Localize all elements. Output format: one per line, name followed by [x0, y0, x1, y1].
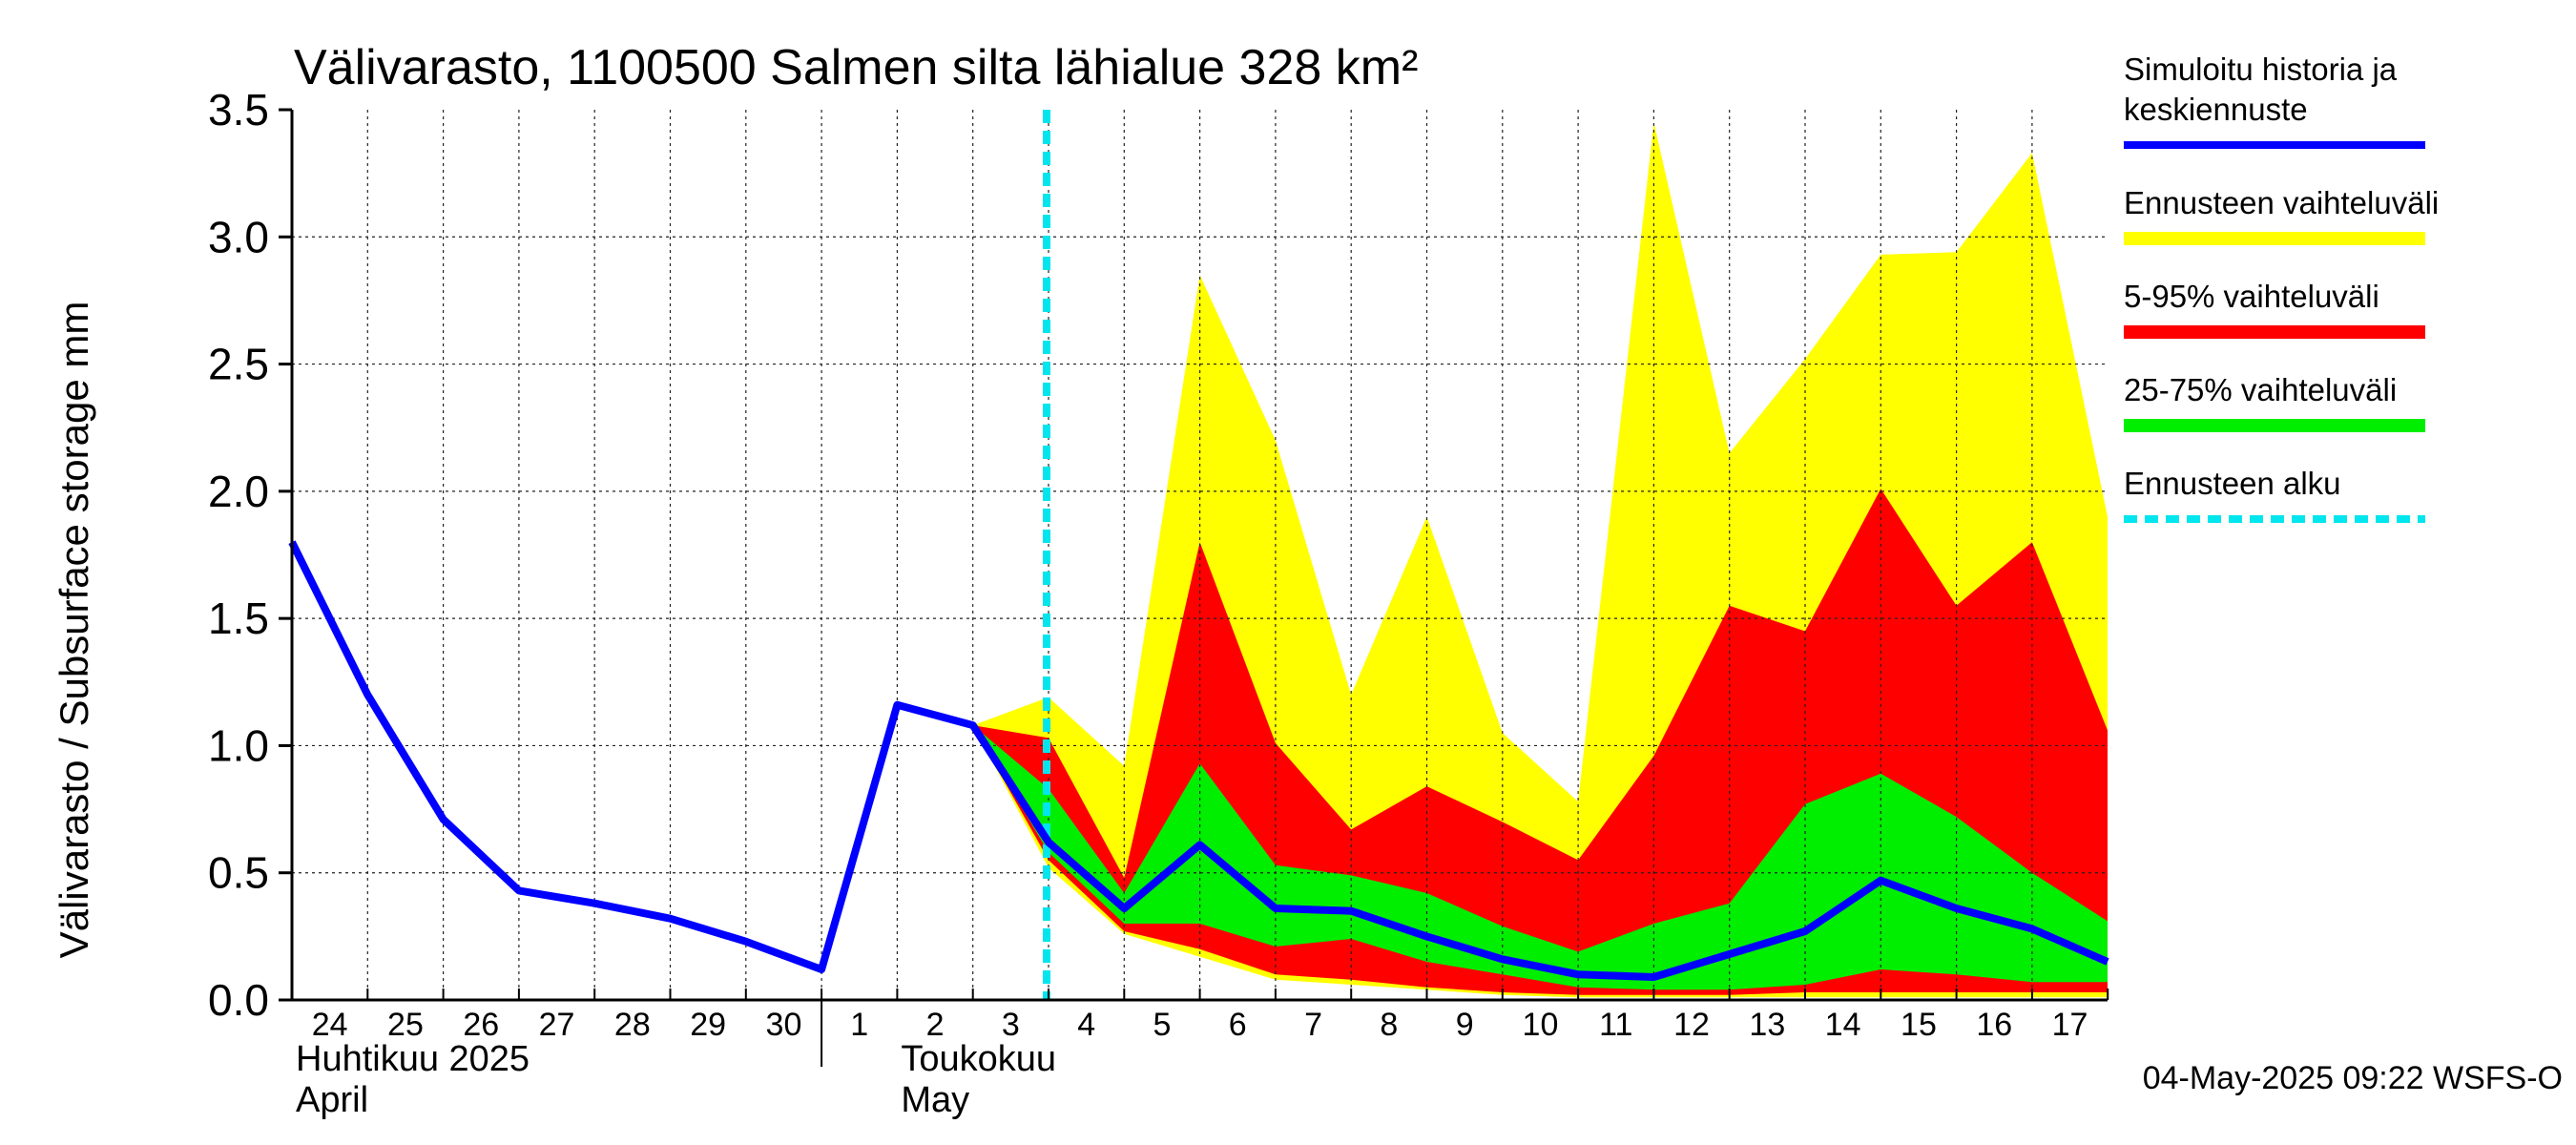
x-tick-label: 17 [2052, 1007, 2088, 1043]
legend-label: 5-95% vaihteluväli [2124, 279, 2379, 314]
x-tick-label: 25 [387, 1007, 424, 1043]
y-tick-label: 2.5 [208, 340, 269, 389]
y-tick-label: 2.0 [208, 467, 269, 516]
legend-label: Simuloitu historia ja [2124, 52, 2398, 87]
x-tick-label: 13 [1749, 1007, 1785, 1043]
x-tick-label: 30 [766, 1007, 802, 1043]
x-tick-label: 9 [1456, 1007, 1474, 1043]
legend: Simuloitu historia ja keskiennuste Ennuste… [2124, 52, 2439, 523]
grid [292, 110, 2108, 1000]
x-tick-label: 29 [690, 1007, 726, 1043]
x-tick-label: 14 [1825, 1007, 1861, 1043]
x-tick-label: 7 [1304, 1007, 1322, 1043]
legend-label: Ennusteen vaihteluväli [2124, 185, 2439, 220]
y-tick-label: 1.5 [208, 593, 269, 643]
x-tick-label: 28 [614, 1007, 651, 1043]
month-label-fi: Huhtikuu 2025 [296, 1039, 530, 1079]
x-tick-label: 1 [850, 1007, 868, 1043]
month-label-en: April [296, 1080, 368, 1120]
x-tick-label: 11 [1599, 1007, 1632, 1043]
forecast-bands [972, 122, 2109, 998]
x-tick-label: 15 [1901, 1007, 1937, 1043]
series-lines [288, 110, 2109, 1000]
legend-label: 25-75% vaihteluväli [2124, 372, 2397, 407]
x-tick-label: 12 [1673, 1007, 1710, 1043]
x-tick-label: 26 [463, 1007, 499, 1043]
legend-label: keskiennuste [2124, 92, 2308, 127]
x-tick-label: 4 [1077, 1007, 1095, 1043]
band-p25-75 [972, 725, 2109, 990]
y-tick-label: 1.0 [208, 720, 269, 770]
series-line-mean [288, 540, 2109, 981]
x-tick-label: 16 [1976, 1007, 2012, 1043]
y-tick-label: 3.0 [208, 212, 269, 261]
y-tick-label: 0.5 [208, 848, 269, 898]
x-tick-label: 3 [1002, 1007, 1020, 1043]
x-tick-label: 5 [1153, 1007, 1171, 1043]
y-axis-label: Välivarasto / Subsurface storage mm [52, 302, 96, 959]
footer-timestamp: 04-May-2025 09:22 WSFS-O [2143, 1060, 2563, 1096]
y-tick-label: 3.5 [208, 85, 269, 135]
x-tick-label: 8 [1380, 1007, 1398, 1043]
x-tick-label: 27 [539, 1007, 575, 1043]
legend-label: Ennusteen alku [2124, 466, 2341, 501]
y-axis: 0.0 0.5 1.0 1.5 2.0 2.5 3.0 3.5 [208, 85, 292, 1025]
x-tick-label: 2 [926, 1007, 945, 1043]
month-label-en: May [901, 1080, 969, 1120]
month-label-fi: Toukokuu [901, 1039, 1056, 1079]
y-tick-label: 0.0 [208, 975, 269, 1025]
x-axis: 24 25 26 27 28 29 30 1 2 3 4 5 6 7 8 9 10 11 12 13 14 15 16 17H… [291, 989, 2109, 1120]
x-tick-label: 24 [312, 1007, 348, 1043]
x-tick-label: 6 [1229, 1007, 1247, 1043]
x-tick-label: 10 [1523, 1007, 1559, 1043]
chart-title: Välivarasto, 1100500 Salmen silta lähial… [294, 40, 1418, 95]
